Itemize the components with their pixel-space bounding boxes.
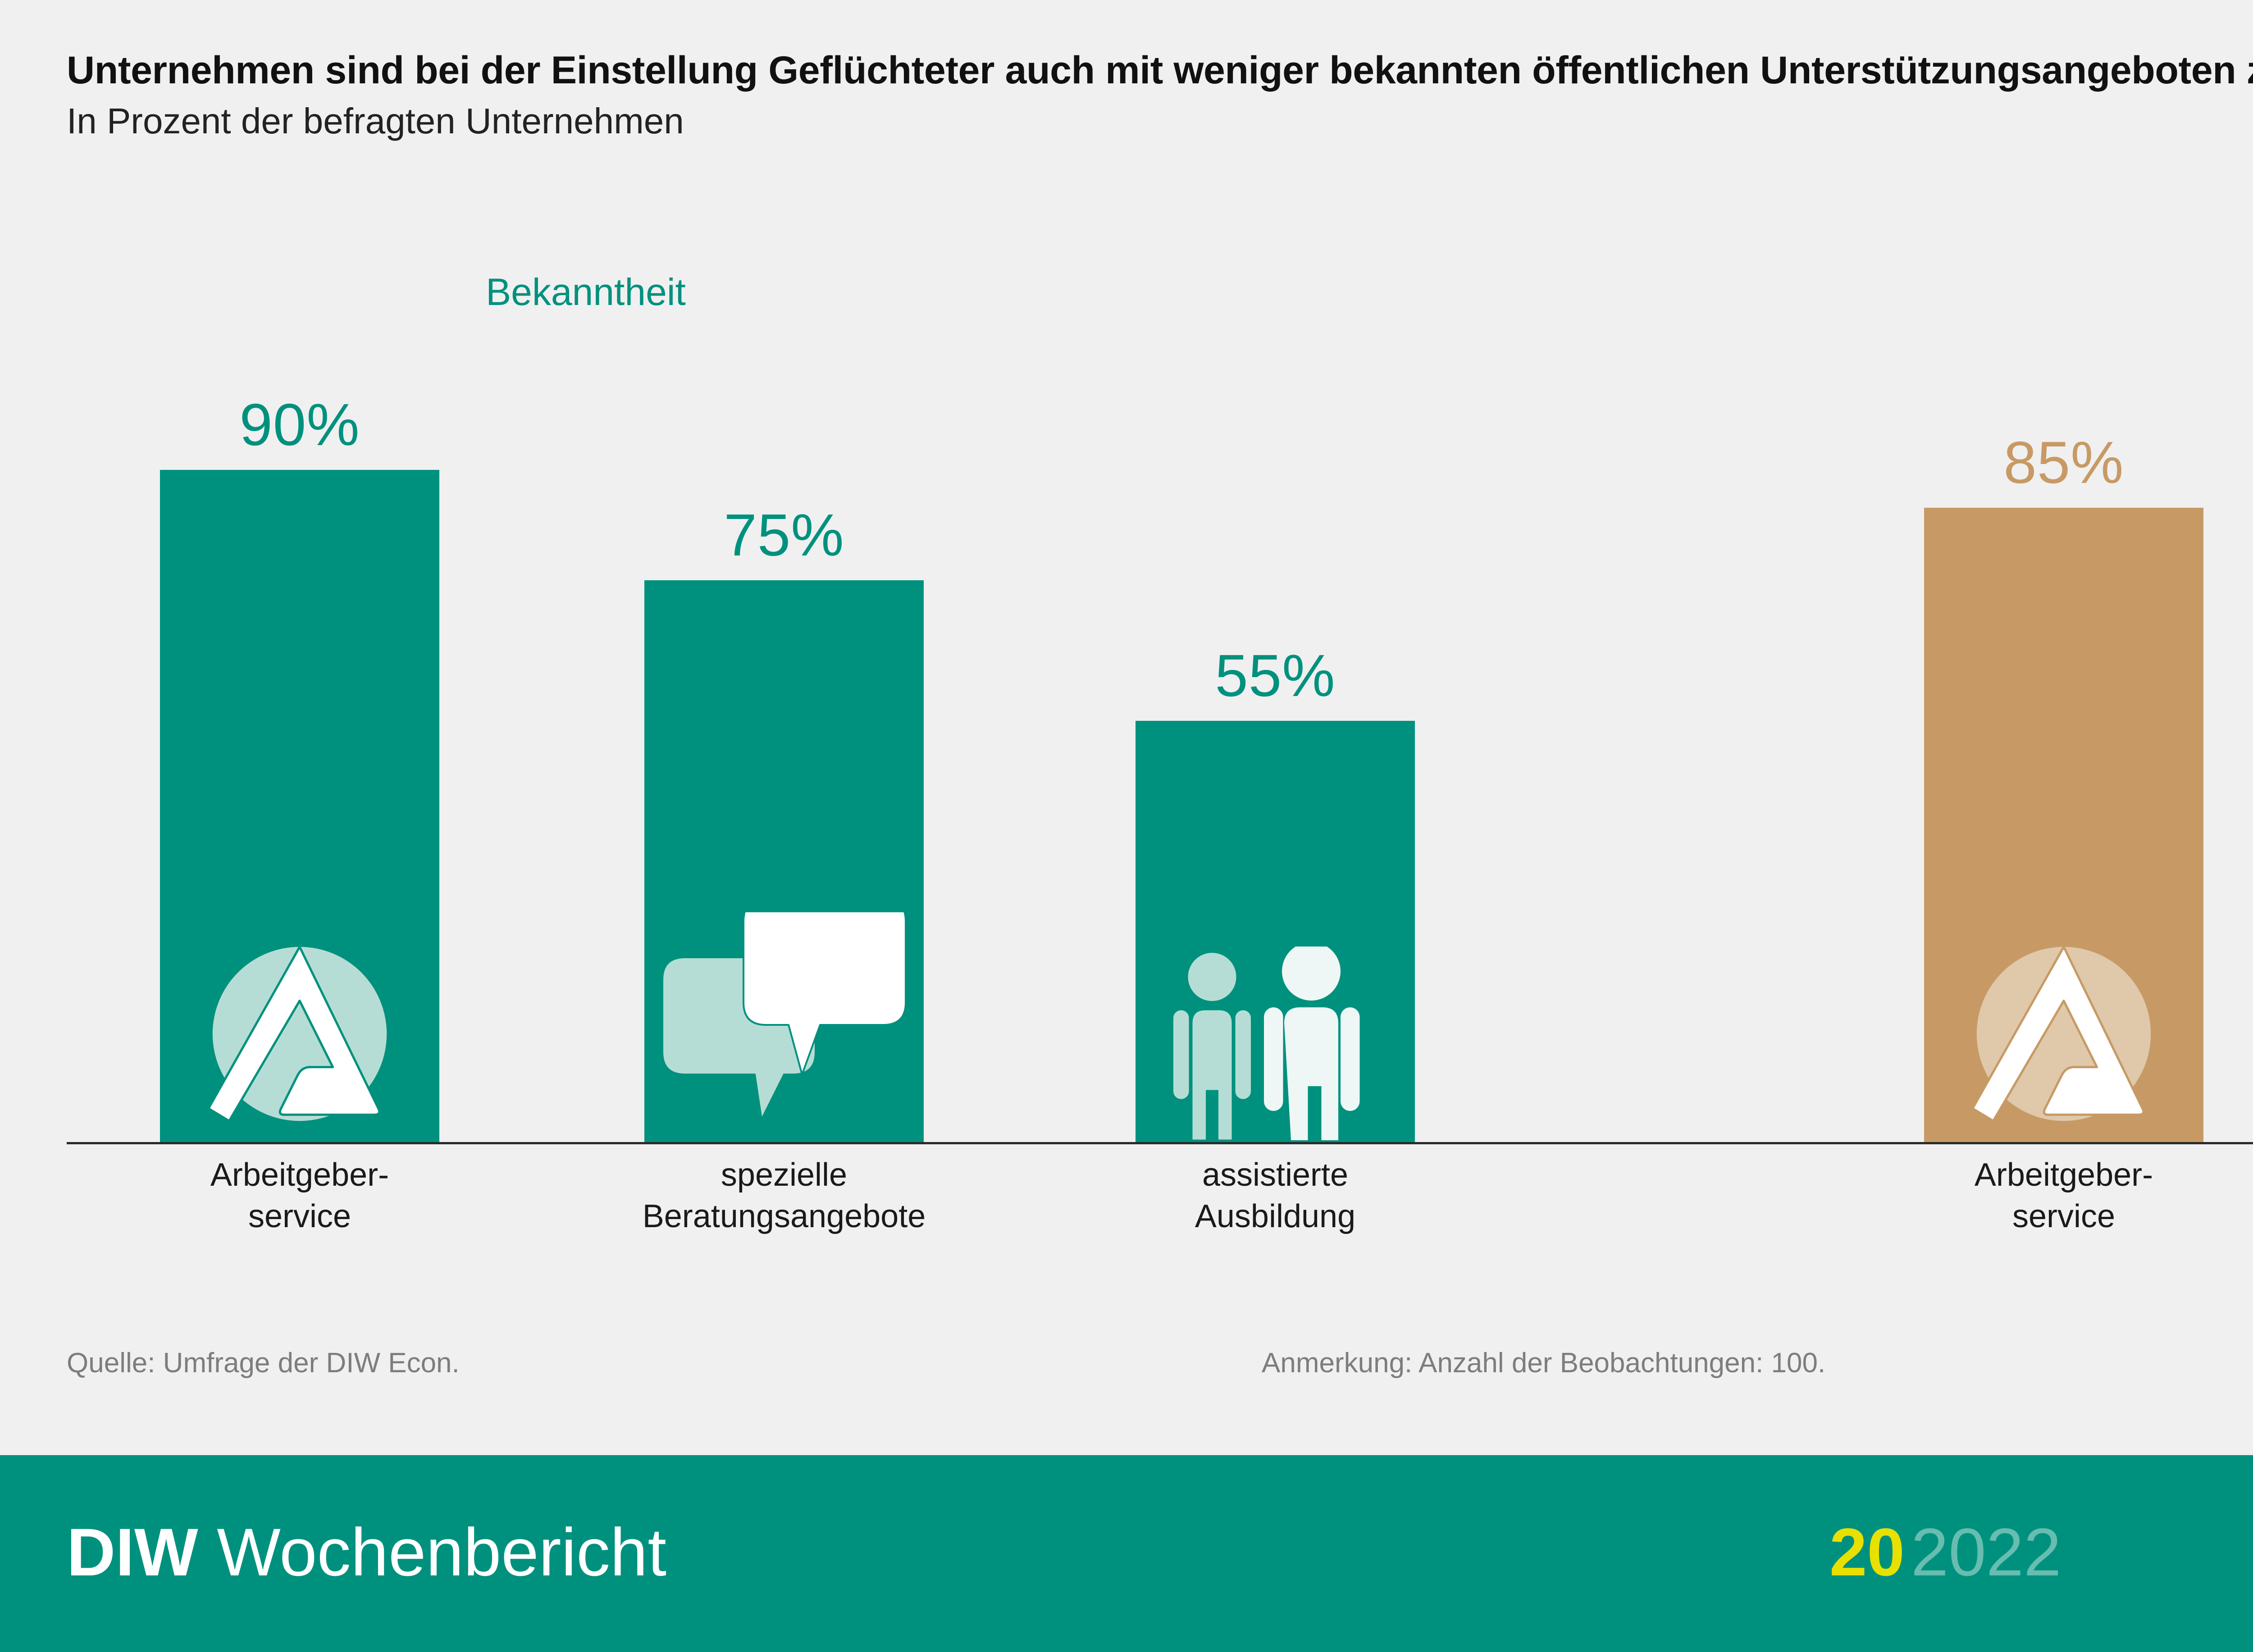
axis-label-line2: service: [248, 1198, 351, 1235]
bar-chart-plot-area: 90% 75% 55%: [0, 342, 2253, 1144]
bar-value-label: 85%: [2003, 429, 2124, 496]
bar-column-zufriedenheit-arbeitgeberservice[interactable]: 85%: [1924, 342, 2203, 1144]
bar-rect: [1924, 508, 2203, 1144]
axis-label-bekanntheit-assistierte-ausbildung: assistierte Ausbildung: [1113, 1154, 1437, 1237]
axis-label-line1: spezielle: [721, 1157, 848, 1193]
publication-title: DIW Wochenbericht: [67, 1513, 666, 1591]
axis-baseline: [67, 1142, 2253, 1144]
page-title: Unternehmen sind bei der Einstellung Gef…: [67, 49, 2253, 92]
bar-column-bekanntheit-beratungsangebote[interactable]: 75%: [644, 342, 924, 1144]
speech-bubbles-icon: [644, 898, 924, 1131]
issue-block: 202022: [1829, 1513, 2061, 1591]
ba-logo-icon: [1960, 930, 2167, 1140]
publication-name: Wochenbericht: [217, 1514, 667, 1590]
bar-value-label: 90%: [239, 391, 360, 458]
bar-value-label: 55%: [1215, 642, 1336, 709]
bar-rect: [1136, 721, 1415, 1144]
issue-year: 2022: [1911, 1514, 2061, 1590]
bar-column-bekanntheit-arbeitgeberservice[interactable]: 90%: [160, 342, 439, 1144]
bar-column-bekanntheit-assistierte-ausbildung[interactable]: 55%: [1136, 342, 1415, 1144]
axis-label-bekanntheit-beratungsangebote: spezielle Beratungsangebote: [559, 1154, 1009, 1237]
observations-note: Anmerkung: Anzahl der Beobachtungen: 100…: [1262, 1347, 1826, 1379]
axis-label-line2: Ausbildung: [1195, 1198, 1356, 1235]
publication-brand: DIW: [67, 1514, 198, 1590]
axis-label-line2: service: [2012, 1198, 2116, 1235]
axis-label-line1: Arbeitgeber-: [1974, 1157, 2153, 1193]
bar-value-label: 75%: [724, 502, 844, 568]
axis-label-line2: Beratungsangebote: [642, 1198, 926, 1235]
page-subtitle: In Prozent der befragten Unternehmen: [67, 100, 684, 141]
axis-label-line1: Arbeitgeber-: [210, 1157, 389, 1193]
issue-number: 20: [1829, 1514, 1905, 1590]
bar-rect: [644, 580, 924, 1144]
two-people-icon: [1149, 942, 1401, 1142]
axis-label-bekanntheit-arbeitgeberservice: Arbeitgeber- service: [137, 1154, 462, 1237]
source-note: Quelle: Umfrage der DIW Econ.: [67, 1347, 460, 1379]
bottom-banner: DIW Wochenbericht 202022 DIW BERLIN: [0, 1455, 2253, 1652]
legend-label-bekanntheit: Bekanntheit: [486, 271, 686, 313]
chart-header: Unternehmen sind bei der Einstellung Gef…: [67, 50, 2253, 141]
axis-label-line1: assistierte: [1202, 1157, 1349, 1193]
ba-logo-icon: [196, 930, 403, 1140]
axis-label-zufriedenheit-arbeitgeberservice: Arbeitgeber- service: [1902, 1154, 2226, 1237]
bar-rect: [160, 470, 439, 1144]
